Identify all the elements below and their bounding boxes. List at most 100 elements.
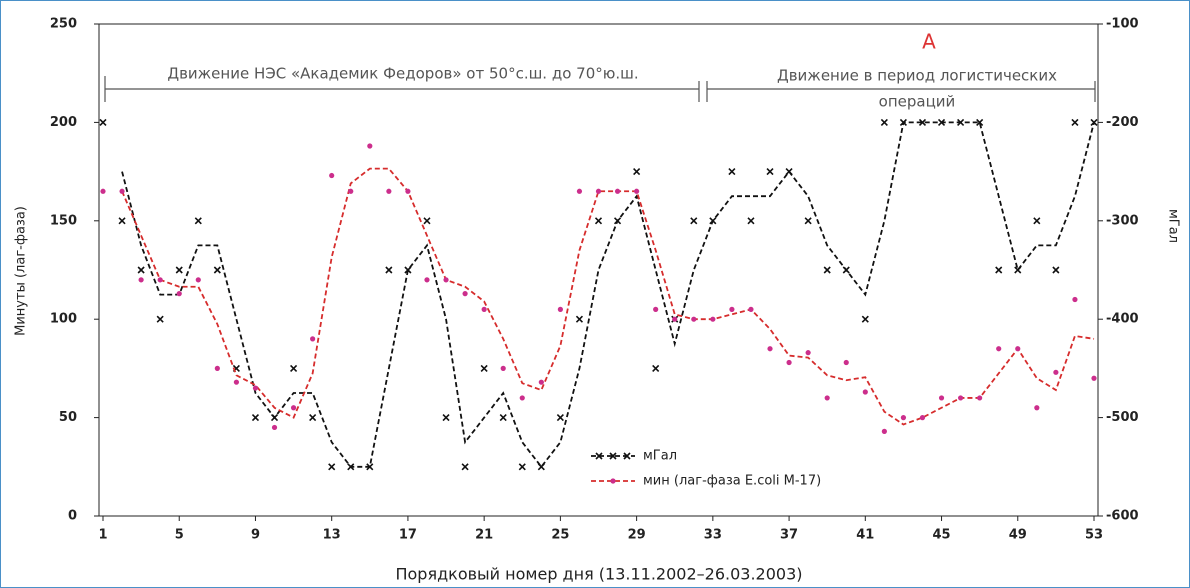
point [748, 306, 754, 312]
legend-label: мин (лаг-фаза E.coli M-17) [643, 474, 821, 489]
point [633, 168, 641, 176]
point [556, 414, 564, 422]
legend-marker [609, 452, 617, 460]
y2-tick-label: -200 [1106, 115, 1139, 130]
point [899, 118, 907, 126]
point [329, 172, 335, 179]
point [99, 118, 107, 126]
point [214, 365, 220, 371]
point [233, 379, 240, 385]
point [918, 118, 927, 126]
x-tick-label: 37 [780, 528, 798, 543]
point [119, 188, 125, 194]
point [766, 168, 774, 176]
point [195, 277, 201, 283]
point [270, 414, 279, 422]
point [747, 217, 755, 225]
point [957, 118, 965, 126]
point [423, 217, 431, 225]
point [405, 188, 411, 194]
point [290, 405, 297, 411]
y-tick-label: 50 [59, 410, 77, 425]
x-tick-label: 45 [932, 528, 950, 543]
legend-marker [623, 452, 631, 460]
trend-line [121, 167, 1095, 426]
point [1033, 217, 1041, 225]
point [900, 415, 907, 421]
y2-tick-label: -600 [1106, 509, 1139, 524]
point [1090, 118, 1098, 126]
point [367, 143, 373, 149]
trend-line [121, 121, 1095, 469]
point [366, 463, 374, 471]
point [957, 395, 964, 401]
x-tick-label: 33 [704, 528, 722, 543]
y2-tick-label: -500 [1106, 410, 1139, 425]
point [1091, 375, 1097, 381]
point [500, 365, 506, 371]
point [842, 266, 850, 274]
legend-marker [610, 478, 616, 484]
point [1053, 369, 1059, 375]
legend-label: мГал [643, 449, 677, 464]
point [290, 364, 298, 372]
point [462, 291, 468, 297]
point [576, 188, 583, 194]
point [175, 266, 183, 274]
point [157, 277, 163, 283]
point [1052, 266, 1060, 274]
point [995, 266, 1003, 274]
point [690, 217, 698, 225]
x-tick-label: 5 [175, 528, 184, 543]
point [348, 188, 354, 194]
point [461, 463, 469, 471]
point [1015, 346, 1021, 352]
point [767, 346, 773, 352]
point [938, 395, 945, 401]
point [518, 463, 526, 471]
point [613, 217, 622, 225]
point [996, 346, 1002, 352]
plot-frame [98, 23, 1099, 517]
y2-tick-label: -400 [1106, 312, 1139, 327]
point [653, 306, 659, 312]
annotation: Движение НЭС «Академик Федоров» от 50°с.… [167, 65, 638, 83]
point [137, 266, 145, 274]
point [271, 424, 278, 431]
y-tick-label: 100 [50, 312, 77, 327]
point [710, 316, 716, 322]
point [386, 188, 392, 194]
point [595, 188, 602, 194]
point [977, 395, 983, 401]
point [729, 306, 735, 312]
annotation: Движение в период логистических [777, 67, 1057, 85]
point [499, 414, 507, 422]
point [424, 277, 430, 283]
y-tick-label: 0 [68, 509, 77, 524]
point [691, 316, 697, 322]
point [709, 217, 717, 225]
y2-axis-title: мГал [1166, 209, 1181, 243]
point [309, 414, 317, 422]
x-axis-title: Порядковый номер дня (13.11.2002–26.03.2… [395, 565, 802, 584]
point [937, 118, 946, 126]
point [786, 359, 792, 366]
point [1034, 405, 1040, 411]
point [100, 188, 106, 194]
point [785, 168, 793, 176]
point [310, 336, 316, 342]
point [138, 277, 144, 283]
point [1071, 118, 1079, 126]
legend-marker [595, 452, 603, 460]
point [652, 364, 660, 372]
point [481, 306, 487, 312]
panel-label: А [922, 30, 936, 54]
brackets [104, 76, 1096, 102]
point [823, 266, 831, 274]
point [862, 389, 868, 395]
point [594, 217, 603, 225]
x-tick-label: 21 [475, 528, 493, 543]
point [385, 266, 393, 274]
y-tick-label: 200 [50, 115, 77, 130]
